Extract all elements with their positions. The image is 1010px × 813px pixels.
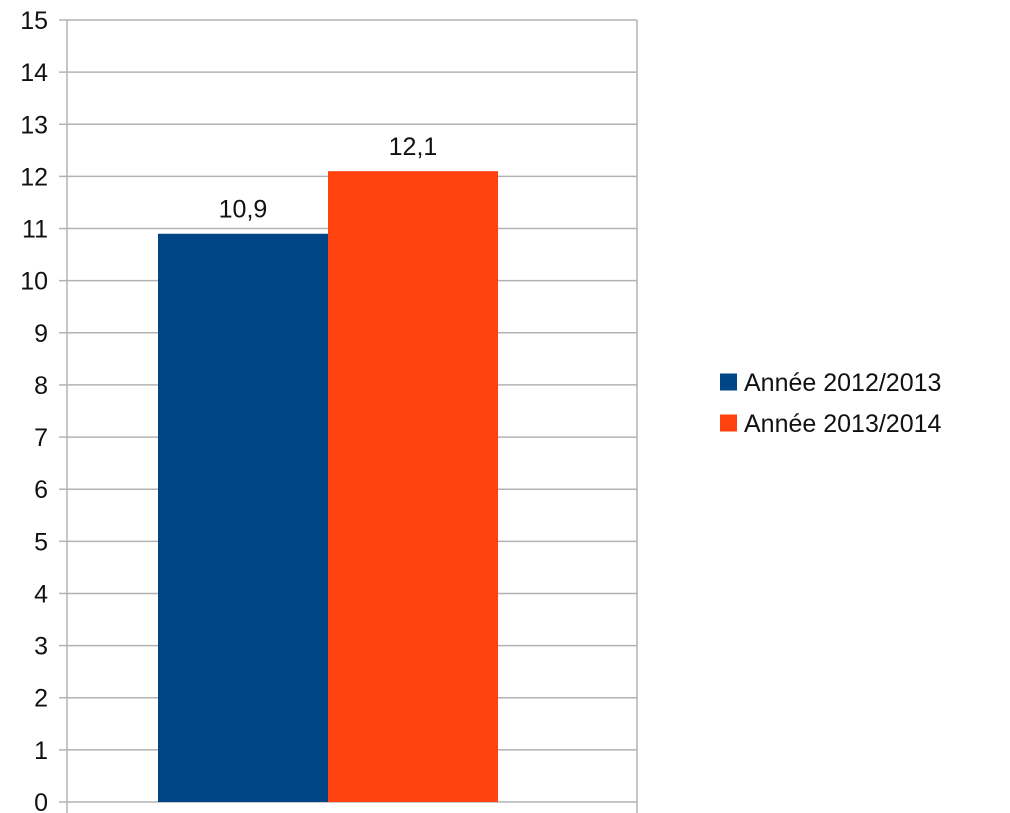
y-tick-label-0: 0 [34, 789, 48, 813]
y-tick-label-7: 7 [34, 424, 48, 452]
y-tick-label-11: 11 [22, 216, 48, 244]
y-tick-label-1: 1 [34, 737, 48, 765]
legend: Année 2012/2013 Année 2013/2014 [720, 369, 942, 438]
y-tick-label-15: 15 [20, 7, 48, 35]
legend-swatch-1 [720, 373, 737, 391]
y-tick-label-8: 8 [34, 372, 48, 400]
legend-label-1: Année 2012/2013 [744, 369, 941, 397]
y-tick-label-13: 13 [20, 111, 48, 139]
axes [59, 19, 638, 813]
y-tick-label-5: 5 [34, 528, 48, 556]
y-tick-label-2: 2 [34, 685, 48, 713]
y-tick-label-14: 14 [20, 59, 48, 87]
legend-label-2: Année 2013/2014 [744, 410, 942, 438]
y-tick-label-6: 6 [34, 476, 48, 504]
data-labels: 10,9 12,1 [219, 133, 438, 224]
data-label-series-1: 10,9 [219, 196, 268, 224]
legend-swatch-2 [720, 414, 737, 432]
bar-series-1 [158, 233, 328, 802]
data-label-series-2: 12,1 [389, 133, 438, 161]
y-tick-label-3: 3 [34, 633, 48, 661]
y-tick-label-9: 9 [34, 320, 48, 348]
y-tick-label-4: 4 [34, 580, 48, 608]
y-tick-label-12: 12 [20, 163, 48, 191]
bar-series-2 [328, 171, 498, 803]
bars [158, 171, 498, 803]
y-tick-label-10: 10 [20, 268, 48, 296]
